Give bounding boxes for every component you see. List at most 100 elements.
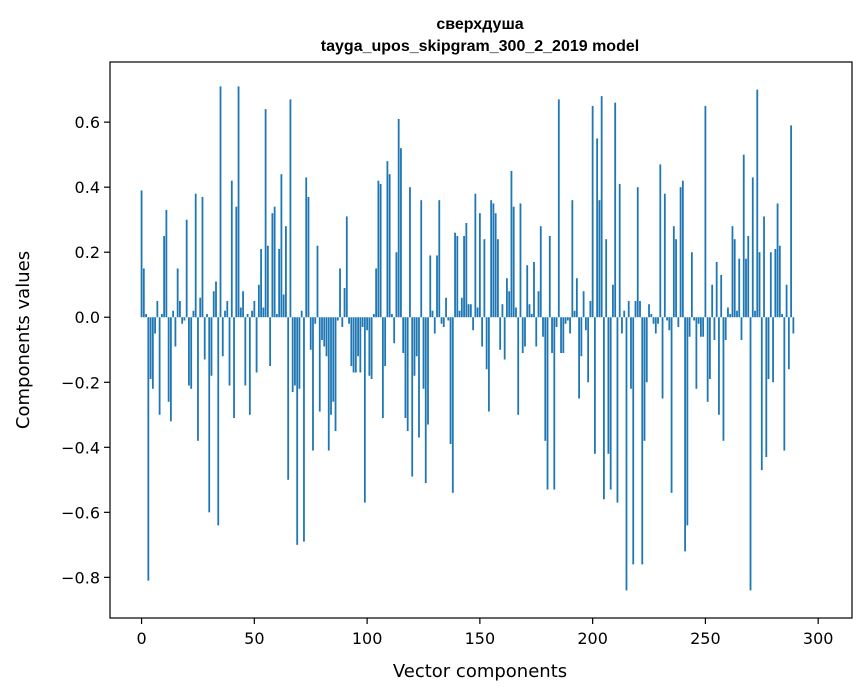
- bar: [706, 317, 709, 402]
- bar: [751, 177, 754, 318]
- bar: [463, 235, 465, 318]
- bar: [309, 317, 312, 350]
- bar: [713, 317, 716, 340]
- bar: [201, 196, 204, 318]
- bar: [230, 180, 233, 318]
- bar: [510, 170, 513, 318]
- bar: [623, 310, 626, 318]
- bar: [672, 226, 675, 318]
- bar: [307, 196, 310, 318]
- bar: [348, 317, 350, 324]
- bar: [185, 219, 188, 318]
- bar: [251, 310, 253, 318]
- bar: [469, 304, 472, 318]
- bar: [641, 317, 644, 565]
- bar: [280, 174, 283, 318]
- bar: [778, 245, 781, 318]
- bar: [391, 313, 393, 318]
- bar: [402, 317, 405, 354]
- bar: [296, 317, 299, 545]
- bar: [501, 304, 504, 318]
- bar: [264, 109, 267, 318]
- bar: [654, 317, 657, 334]
- bar: [526, 265, 529, 318]
- bar: [603, 317, 605, 500]
- bar: [151, 317, 154, 389]
- bar: [235, 206, 238, 318]
- bar: [616, 317, 619, 503]
- bar: [237, 86, 240, 318]
- bar: [456, 235, 459, 318]
- bar: [275, 313, 278, 318]
- bar: [422, 317, 425, 389]
- y-tick-label: −0.6: [61, 503, 100, 522]
- bar: [729, 313, 732, 318]
- bar: [156, 300, 159, 318]
- bar: [718, 317, 720, 415]
- bar: [433, 317, 436, 334]
- bar: [226, 300, 229, 318]
- bar: [381, 317, 384, 419]
- bar: [537, 291, 540, 318]
- bar: [318, 317, 321, 412]
- bar: [183, 317, 186, 321]
- bar: [429, 255, 432, 318]
- bar: [515, 307, 517, 318]
- bar: [278, 248, 281, 318]
- bar: [352, 317, 355, 373]
- bar: [427, 317, 429, 425]
- bar: [372, 313, 375, 318]
- bar: [224, 310, 226, 318]
- bar: [285, 226, 287, 318]
- bar: [679, 187, 682, 318]
- bar: [145, 313, 147, 318]
- bar: [661, 317, 664, 399]
- bar: [332, 317, 335, 402]
- x-axis-label: Vector components: [393, 661, 567, 682]
- bar: [343, 287, 346, 318]
- bar: [449, 317, 452, 445]
- bar: [785, 284, 788, 318]
- y-tick-label: −0.2: [61, 373, 100, 392]
- bar: [370, 317, 373, 380]
- bar: [158, 317, 161, 415]
- bar: [686, 317, 689, 526]
- bar: [562, 317, 565, 354]
- y-tick-label: 0.0: [75, 308, 100, 327]
- bar: [354, 317, 357, 373]
- bar: [442, 317, 445, 327]
- bar: [451, 317, 454, 493]
- bar: [693, 317, 696, 321]
- bar: [334, 317, 337, 432]
- bar: [582, 291, 585, 318]
- bar: [291, 317, 294, 393]
- bar: [246, 313, 249, 318]
- bar: [219, 86, 222, 318]
- bar: [584, 317, 587, 331]
- bar: [239, 307, 242, 318]
- bar: [330, 317, 332, 415]
- bar: [386, 161, 389, 318]
- bar: [573, 310, 576, 318]
- bar: [738, 258, 741, 318]
- bar: [303, 317, 305, 542]
- bar: [650, 313, 653, 318]
- bar: [316, 245, 319, 318]
- bar: [465, 222, 468, 318]
- bar: [697, 317, 700, 324]
- bar: [404, 317, 407, 419]
- bar: [506, 278, 508, 318]
- bar: [497, 239, 499, 318]
- bar: [512, 206, 515, 318]
- bar: [460, 297, 463, 318]
- bar: [190, 317, 193, 389]
- bar: [731, 226, 734, 318]
- bar: [336, 317, 339, 321]
- bar: [487, 317, 490, 412]
- bar: [580, 317, 583, 357]
- bar: [530, 313, 533, 318]
- bar: [745, 258, 747, 318]
- bar: [555, 317, 558, 327]
- bar: [266, 245, 269, 318]
- y-axis-ticks: −0.8 −0.6 −0.4 −0.2 0.0 0.2 0.4 0.6: [61, 113, 110, 587]
